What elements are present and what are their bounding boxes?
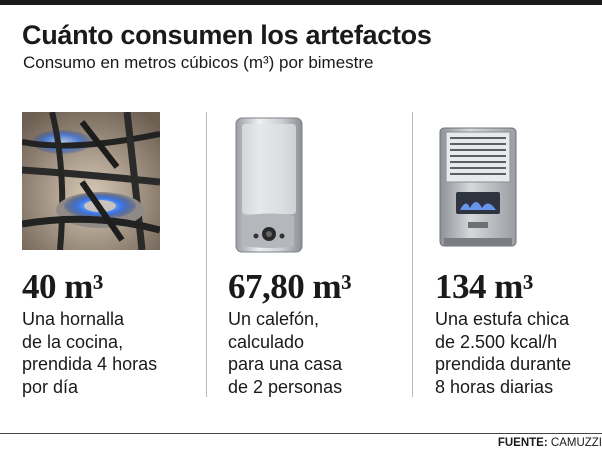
appliance-water-heater: 67,80 m³ Un calefón, calculado para una …	[228, 112, 398, 402]
consumption-value: 40 m³	[22, 267, 103, 306]
gas-stove-burner-icon	[21, 111, 161, 251]
description-line: de 2 personas	[228, 376, 343, 397]
consumption-value: 67,80 m³	[228, 267, 352, 306]
appliance-stove: 40 m³ Una hornalla de la cocina, prendid…	[21, 111, 192, 402]
page-title: Cuánto consumen los artefactos	[22, 20, 432, 50]
description-line: de 2.500 kcal/h	[435, 331, 558, 352]
description-line: Una estufa chica	[435, 309, 570, 329]
source-credit: FUENTE: CAMUZZI	[498, 437, 602, 449]
description-line: 8 horas diarias	[435, 376, 554, 397]
page-subtitle: Consumo en metros cúbicos (m³) por bimes…	[23, 53, 374, 72]
description-line: Una hornalla	[22, 309, 125, 329]
description-line: para una casa	[228, 354, 343, 374]
appliance-description: Una estufa chica de 2.500 kcal/h prendid…	[435, 308, 571, 398]
gas-space-heater-icon	[438, 126, 518, 250]
water-heater-icon	[232, 116, 306, 256]
source-value: CAMUZZI	[550, 437, 602, 449]
source-label: FUENTE:	[497, 437, 548, 449]
footer-rule	[0, 433, 602, 434]
column-divider	[412, 112, 413, 397]
appliance-space-heater: 134 m³ Una estufa chica de 2.500 kcal/h …	[435, 112, 595, 402]
column-divider	[206, 112, 207, 397]
description-line: por día	[22, 376, 79, 397]
description-line: Un calefón,	[228, 309, 320, 329]
description-line: de la cocina,	[22, 331, 124, 352]
consumption-value: 134 m³	[435, 267, 533, 306]
top-rule	[0, 0, 602, 5]
description-line: prendida durante	[435, 354, 572, 374]
appliance-description: Un calefón, calculado para una casa de 2…	[228, 308, 342, 398]
appliance-description: Una hornalla de la cocina, prendida 4 ho…	[22, 308, 157, 398]
description-line: calculado	[228, 331, 305, 352]
description-line: prendida 4 horas	[22, 354, 158, 374]
